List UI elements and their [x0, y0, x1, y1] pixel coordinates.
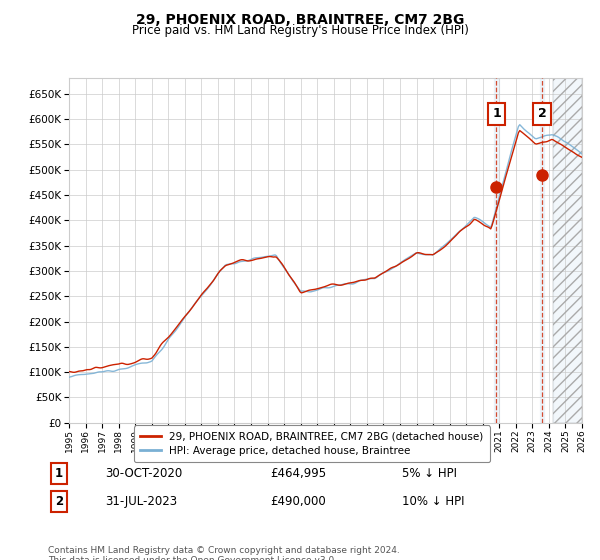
Text: Price paid vs. HM Land Registry's House Price Index (HPI): Price paid vs. HM Land Registry's House …	[131, 24, 469, 38]
Text: £464,995: £464,995	[270, 466, 326, 480]
Text: Contains HM Land Registry data © Crown copyright and database right 2024.
This d: Contains HM Land Registry data © Crown c…	[48, 546, 400, 560]
Bar	[553, 78, 582, 423]
Text: 5% ↓ HPI: 5% ↓ HPI	[402, 466, 457, 480]
Bar	[553, 78, 582, 423]
Text: 1: 1	[492, 108, 501, 120]
Bar	[494, 78, 499, 423]
Text: 30-OCT-2020: 30-OCT-2020	[105, 466, 182, 480]
Text: £490,000: £490,000	[270, 494, 326, 508]
Legend: 29, PHOENIX ROAD, BRAINTREE, CM7 2BG (detached house), HPI: Average price, detac: 29, PHOENIX ROAD, BRAINTREE, CM7 2BG (de…	[134, 426, 490, 462]
Text: 10% ↓ HPI: 10% ↓ HPI	[402, 494, 464, 508]
Text: 1: 1	[55, 466, 63, 480]
Text: 29, PHOENIX ROAD, BRAINTREE, CM7 2BG: 29, PHOENIX ROAD, BRAINTREE, CM7 2BG	[136, 13, 464, 27]
Text: 31-JUL-2023: 31-JUL-2023	[105, 494, 177, 508]
Bar	[539, 78, 544, 423]
Text: 2: 2	[55, 494, 63, 508]
Text: 2: 2	[538, 108, 547, 120]
